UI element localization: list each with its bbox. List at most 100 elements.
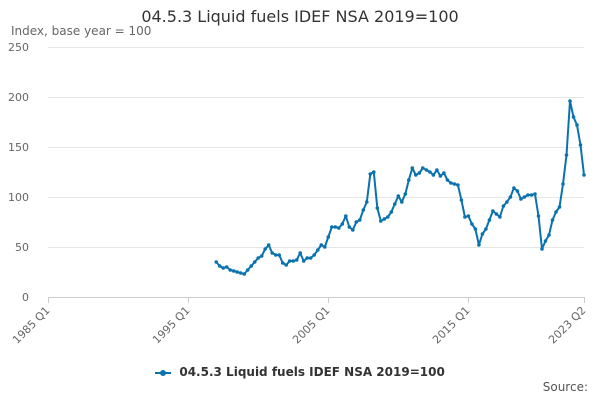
data-point[interactable]	[484, 227, 488, 231]
data-point[interactable]	[393, 202, 397, 206]
data-point[interactable]	[550, 218, 555, 222]
data-point[interactable]	[417, 171, 422, 175]
data-point[interactable]	[298, 251, 303, 255]
data-point[interactable]	[337, 226, 341, 230]
data-point[interactable]	[431, 173, 436, 177]
data-point[interactable]	[368, 172, 373, 176]
data-point[interactable]	[466, 214, 471, 218]
data-point[interactable]	[456, 183, 460, 187]
data-point[interactable]	[372, 170, 376, 174]
data-point[interactable]	[287, 259, 292, 263]
data-point[interactable]	[445, 178, 450, 182]
data-point[interactable]	[501, 204, 506, 208]
data-point[interactable]	[330, 225, 334, 229]
data-point[interactable]	[375, 206, 380, 210]
data-point[interactable]	[326, 235, 331, 239]
data-point[interactable]	[294, 258, 299, 262]
data-point[interactable]	[266, 243, 271, 247]
data-point[interactable]	[487, 218, 492, 222]
data-point[interactable]	[301, 259, 306, 263]
data-point[interactable]	[235, 270, 239, 274]
data-point[interactable]	[312, 253, 317, 257]
data-point[interactable]	[561, 182, 565, 186]
data-point[interactable]	[421, 166, 425, 170]
data-point[interactable]	[547, 233, 551, 237]
data-point[interactable]	[214, 260, 218, 264]
data-point[interactable]	[519, 197, 523, 201]
data-point[interactable]	[564, 153, 569, 157]
data-point[interactable]	[347, 225, 352, 229]
data-point[interactable]	[470, 222, 474, 226]
data-point[interactable]	[379, 219, 383, 223]
data-point[interactable]	[344, 214, 348, 218]
data-point[interactable]	[323, 245, 327, 249]
data-point[interactable]	[459, 198, 464, 202]
data-point[interactable]	[351, 228, 355, 232]
data-point[interactable]	[308, 256, 313, 260]
data-point[interactable]	[256, 256, 261, 260]
data-point[interactable]	[316, 248, 320, 252]
data-point[interactable]	[400, 200, 404, 204]
data-point[interactable]	[568, 99, 572, 103]
data-point[interactable]	[382, 217, 387, 221]
data-point[interactable]	[386, 215, 390, 219]
data-point[interactable]	[540, 247, 544, 251]
data-point[interactable]	[526, 193, 530, 197]
data-point[interactable]	[578, 143, 583, 147]
data-point[interactable]	[522, 195, 527, 199]
data-point[interactable]	[571, 115, 576, 119]
data-point[interactable]	[277, 253, 282, 257]
data-point[interactable]	[554, 210, 558, 214]
data-point[interactable]	[543, 239, 548, 243]
data-point[interactable]	[442, 171, 446, 175]
data-point[interactable]	[480, 232, 485, 236]
data-point[interactable]	[533, 192, 537, 196]
data-point[interactable]	[284, 263, 289, 267]
data-point[interactable]	[435, 168, 439, 172]
data-point[interactable]	[333, 225, 338, 229]
data-point[interactable]	[224, 265, 229, 269]
data-point[interactable]	[498, 215, 502, 219]
data-point[interactable]	[557, 205, 562, 209]
data-point[interactable]	[463, 215, 467, 219]
data-point[interactable]	[263, 247, 268, 251]
data-point[interactable]	[358, 218, 362, 222]
data-point[interactable]	[319, 243, 324, 247]
data-point[interactable]	[473, 227, 478, 231]
data-point[interactable]	[365, 200, 369, 204]
data-point[interactable]	[477, 243, 481, 247]
data-point[interactable]	[575, 123, 579, 127]
data-point[interactable]	[529, 193, 534, 197]
data-point[interactable]	[414, 173, 418, 177]
data-point[interactable]	[245, 268, 250, 272]
data-point[interactable]	[238, 271, 243, 275]
data-point[interactable]	[494, 212, 499, 216]
data-point[interactable]	[512, 186, 516, 190]
data-point[interactable]	[361, 208, 366, 212]
data-point[interactable]	[270, 251, 275, 255]
data-point[interactable]	[273, 253, 278, 257]
data-point[interactable]	[354, 220, 359, 224]
data-point[interactable]	[508, 195, 513, 199]
data-point[interactable]	[242, 272, 246, 276]
data-point[interactable]	[389, 210, 394, 214]
data-point[interactable]	[449, 181, 453, 185]
data-point[interactable]	[424, 168, 429, 172]
data-point[interactable]	[407, 178, 411, 182]
data-point[interactable]	[291, 259, 296, 263]
legend[interactable]: 04.5.3 Liquid fuels IDEF NSA 2019=100	[0, 365, 600, 379]
data-point[interactable]	[410, 166, 415, 170]
data-point[interactable]	[259, 254, 264, 258]
data-point[interactable]	[438, 174, 443, 178]
data-point[interactable]	[228, 268, 232, 272]
data-point[interactable]	[280, 261, 285, 265]
data-point[interactable]	[231, 269, 236, 273]
data-point[interactable]	[249, 264, 253, 268]
data-point[interactable]	[252, 260, 257, 264]
data-point[interactable]	[221, 266, 225, 270]
data-point[interactable]	[217, 264, 222, 268]
data-point[interactable]	[396, 194, 401, 198]
data-point[interactable]	[305, 256, 310, 260]
data-point[interactable]	[505, 200, 509, 204]
data-point[interactable]	[428, 170, 432, 174]
